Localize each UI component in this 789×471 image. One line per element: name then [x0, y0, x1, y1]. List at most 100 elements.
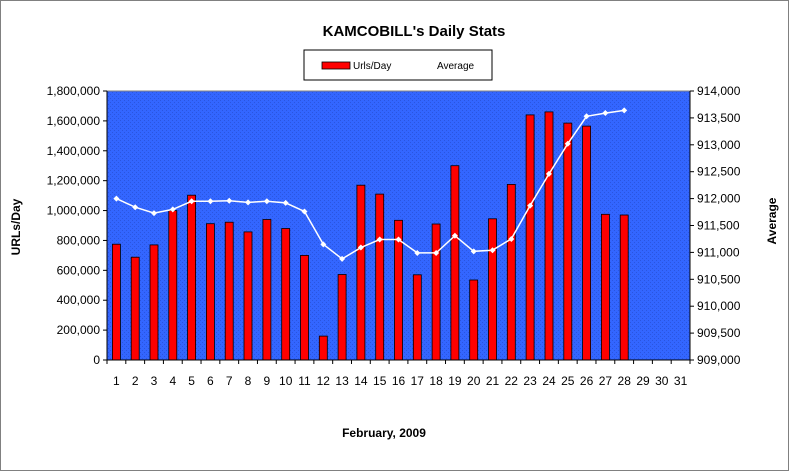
bar-14: [356, 184, 366, 361]
y2-tick-label: 910,000: [697, 299, 741, 313]
average-point-4: [169, 206, 176, 213]
average-line: [116, 109, 625, 260]
x-tick-label: 31: [674, 374, 688, 388]
average-point-2: [132, 204, 139, 211]
y2-tick-label: 912,000: [697, 192, 741, 206]
y-tick-label: 1,000,000: [47, 204, 101, 218]
bar-7: [224, 221, 234, 361]
bar-22: [506, 183, 516, 361]
average-point-17: [414, 249, 421, 256]
average-point-20: [470, 248, 477, 255]
x-tick-label: 1: [113, 374, 120, 388]
axes: [103, 90, 694, 364]
y-tick-label: 400,000: [57, 293, 101, 307]
x-tick-label: 8: [245, 374, 252, 388]
y2-tick-label: 911,500: [697, 219, 740, 233]
x-tick-labels: 1 2 3 4 5 6 7 8 9 10 11 12 13 14 15 16 17 18 19 20 21 22 23 24 2…: [113, 374, 688, 388]
x-tick-label: 25: [561, 374, 575, 388]
average-point-27: [602, 110, 609, 117]
legend-label-urls: Urls/Day: [353, 61, 391, 72]
y2-tick-label: 909,000: [697, 353, 741, 367]
average-point-8: [245, 199, 252, 206]
x-tick-label: 27: [599, 374, 613, 388]
y2-tick-labels: 909,000 909,500 910,000 910,500 911,000 911,5…: [697, 84, 741, 367]
bar-8: [243, 231, 253, 361]
x-tick-label: 15: [373, 374, 387, 388]
bar-23: [525, 114, 535, 361]
average-point-10: [282, 199, 289, 206]
bar-15: [375, 193, 385, 361]
average-point-19: [451, 232, 458, 239]
bar-17: [412, 274, 422, 361]
x-tick-label: 23: [523, 374, 537, 388]
x-tick-label: 4: [169, 374, 176, 388]
bar-25: [563, 122, 573, 361]
chart-title: KAMCOBILL's Daily Stats: [323, 23, 506, 40]
x-tick-label: 10: [279, 374, 293, 388]
y-tick-label: 1,200,000: [47, 174, 101, 188]
average-point-28: [621, 107, 628, 114]
y-tick-label: 1,600,000: [47, 114, 101, 128]
x-tick-label: 12: [317, 374, 331, 388]
x-tick-label: 19: [448, 374, 462, 388]
y-tick-labels: 0 200,000 400,000 600,000 800,000 1,000,000 1,…: [47, 84, 101, 367]
bar-13: [337, 274, 347, 361]
average-point-24: [545, 170, 552, 177]
bar-21: [488, 218, 497, 361]
y-tick-label: 200,000: [57, 323, 101, 337]
average-point-7: [226, 197, 233, 204]
average-point-13: [339, 255, 346, 262]
average-point-18: [433, 249, 440, 256]
x-tick-label: 26: [580, 374, 594, 388]
bar-11: [300, 254, 309, 361]
average-point-15: [376, 236, 383, 243]
bar-9: [262, 219, 272, 361]
x-tick-label: 5: [188, 374, 195, 388]
bar-1: [112, 243, 121, 361]
y2-tick-label: 911,000: [697, 245, 740, 259]
x-tick-label: 16: [392, 374, 406, 388]
y2-tick-label: 913,000: [697, 138, 741, 152]
bar-12: [318, 335, 328, 361]
bar-4: [168, 210, 178, 361]
y-tick-label: 600,000: [57, 263, 101, 277]
x-tick-label: 9: [264, 374, 271, 388]
y-tick-label: 0: [93, 353, 100, 367]
average-point-12: [320, 241, 327, 248]
y2-tick-label: 910,500: [697, 272, 741, 286]
y2-tick-label: 912,500: [697, 165, 741, 179]
average-line-series: [113, 107, 628, 262]
average-point-25: [564, 140, 571, 147]
x-tick-label: 22: [505, 374, 519, 388]
y2-axis-title: Average: [765, 197, 779, 244]
x-tick-label: 17: [411, 374, 425, 388]
bar-26: [582, 125, 591, 361]
bar-18: [431, 223, 441, 361]
y2-tick-label: 914,000: [697, 84, 741, 98]
bar-20: [469, 279, 479, 361]
legend-label-average: Average: [437, 61, 475, 72]
x-tick-label: 13: [335, 374, 349, 388]
x-tick-label: 30: [655, 374, 669, 388]
x-tick-label: 6: [207, 374, 214, 388]
average-point-22: [508, 235, 515, 242]
bar-series: [112, 111, 629, 361]
average-point-3: [151, 210, 158, 217]
bar-6: [205, 223, 215, 361]
y-tick-label: 1,400,000: [47, 144, 101, 158]
bar-27: [601, 213, 610, 361]
y2-tick-label: 909,500: [697, 326, 741, 340]
x-tick-label: 29: [636, 374, 650, 388]
y-axis-title: URLs/Day: [9, 198, 23, 255]
legend: Urls/Day Average: [303, 49, 493, 81]
x-tick-label: 20: [467, 374, 481, 388]
x-tick-label: 7: [226, 374, 233, 388]
bar-5: [187, 194, 197, 361]
average-point-21: [489, 247, 496, 254]
x-tick-label: 18: [429, 374, 443, 388]
bar-3: [149, 244, 159, 361]
average-point-9: [263, 198, 270, 205]
legend-swatch-urls: [321, 61, 351, 70]
x-tick-label: 21: [486, 374, 500, 388]
